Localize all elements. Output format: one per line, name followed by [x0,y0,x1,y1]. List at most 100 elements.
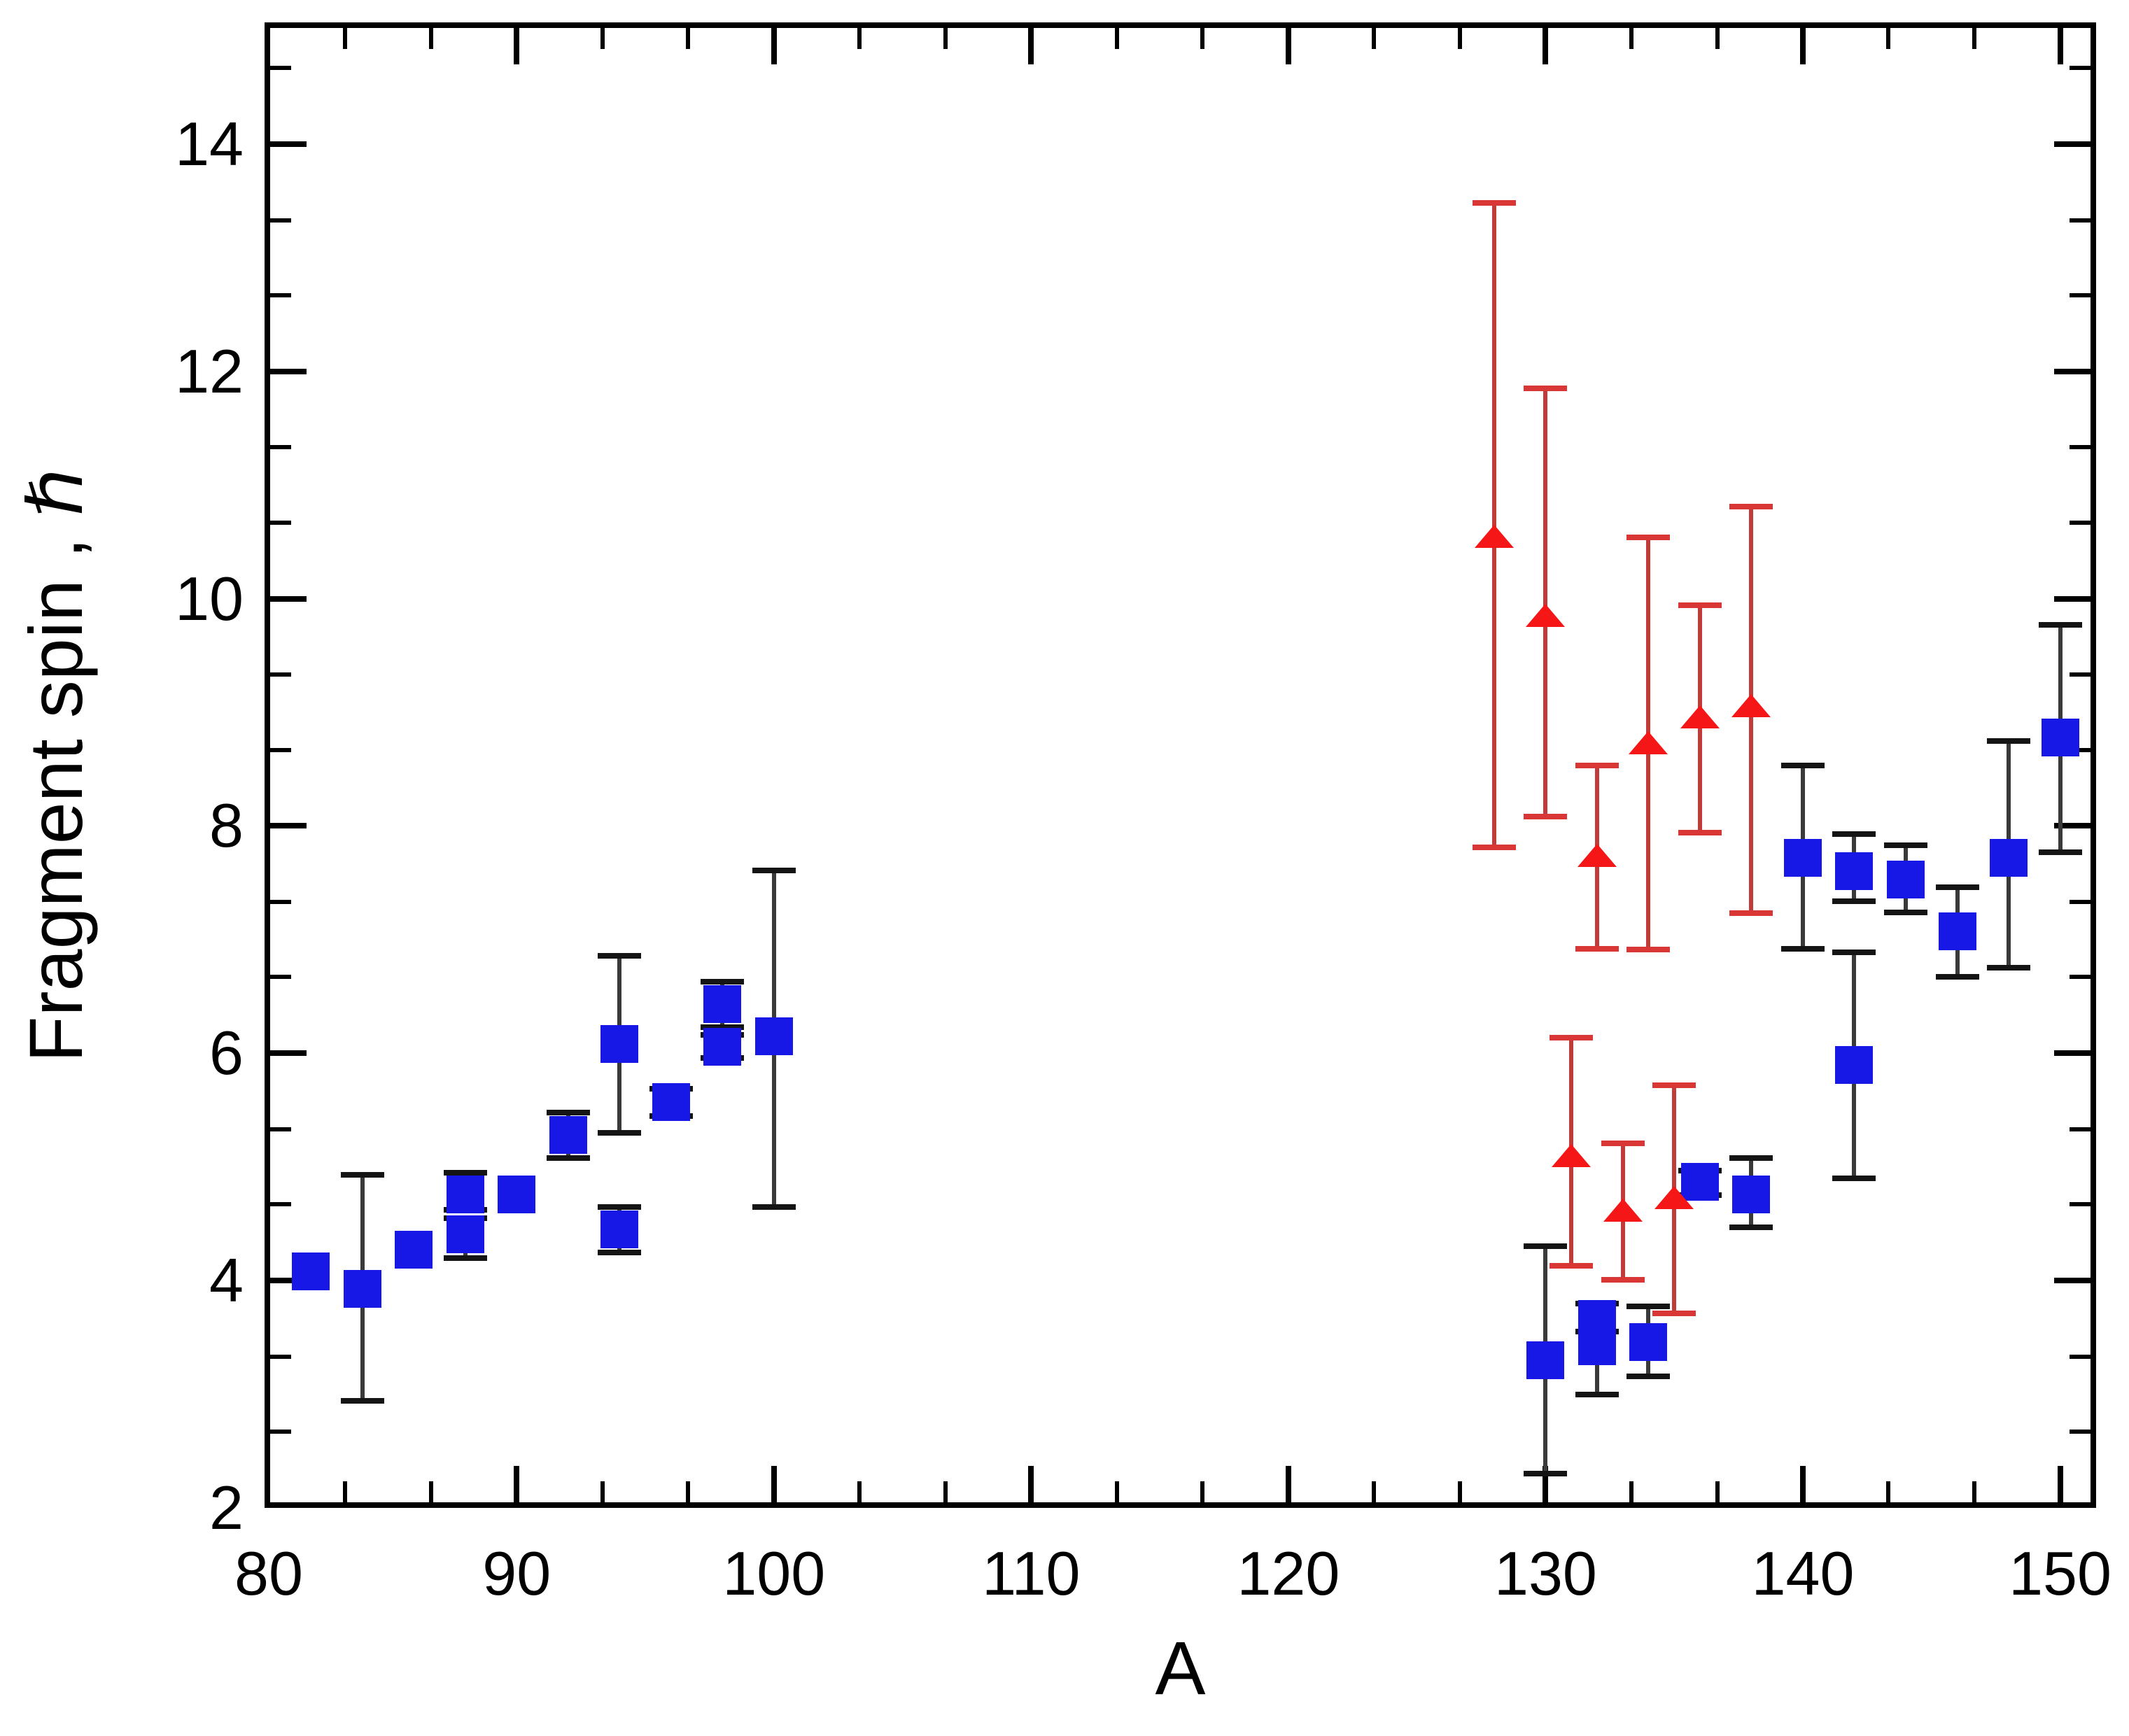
data-point-square [754,1017,793,1055]
heavy-fragment-red-error-cap-bottom [1601,1276,1645,1283]
heavy-fragment-red-error-cap-bottom [1524,814,1568,820]
x-minor-tick-top [1972,28,1977,49]
light-fragment-and-heavy-fragment-blue-error-cap-top [546,1109,590,1115]
heavy-fragment-red-error-cap-top [1550,1034,1594,1040]
data-point-square [1990,838,2028,877]
heavy-fragment-red-error-cap-top [1601,1140,1645,1146]
data-point-triangle [1731,693,1771,717]
x-minor-tick-top [600,28,605,49]
light-fragment-and-heavy-fragment-blue-error-cap-bottom [1884,909,1927,915]
heavy-fragment-red-error-cap-top [1575,763,1619,769]
light-fragment-and-heavy-fragment-blue-error-cap-top [598,1204,642,1210]
data-point-triangle [1577,844,1617,868]
y-minor-tick [270,975,291,980]
heavy-fragment-red-error-cap-bottom [1678,830,1722,836]
data-point-triangle [1603,1198,1643,1222]
data-point-square [549,1116,587,1155]
y-minor-tick-right [2070,292,2091,297]
y-major-tick-right [2054,595,2091,602]
y-major-tick-right [2054,1278,2091,1284]
light-fragment-and-heavy-fragment-blue-error-cap-top [1884,842,1927,848]
light-fragment-and-heavy-fragment-blue-error-cap-bottom [1729,1224,1773,1230]
y-minor-tick [270,747,291,752]
heavy-fragment-red-error-cap-top [1524,386,1568,392]
data-point-square [1887,860,1925,898]
x-minor-tick-top [1629,28,1633,49]
y-minor-tick-right [2070,445,2091,450]
x-tick-label: 90 [482,1539,551,1608]
light-fragment-and-heavy-fragment-blue-error-cap-top [1832,949,1876,955]
x-major-tick-top [771,28,777,64]
y-minor-tick-right [2070,218,2091,223]
y-minor-tick-right [2070,1202,2091,1207]
x-axis-label: A [1155,1625,1206,1710]
light-fragment-and-heavy-fragment-blue-error-cap-top [1832,831,1876,837]
light-fragment-and-heavy-fragment-blue-error-cap-bottom [1780,945,1825,952]
x-minor-tick-top [1458,28,1463,49]
y-minor-tick [270,1354,291,1359]
data-point-square [2041,718,2079,756]
x-major-tick-top [514,28,520,64]
y-minor-tick [270,1202,291,1207]
y-major-tick [270,1050,307,1057]
data-point-square [1578,1327,1616,1366]
y-minor-tick [270,292,291,297]
y-major-tick-right [2054,141,2091,147]
data-point-triangle [1629,731,1668,755]
data-point-triangle [1526,604,1566,628]
y-major-tick [270,1278,307,1284]
light-fragment-and-heavy-fragment-blue-error-cap-bottom [701,1024,745,1030]
x-tick-label: 140 [1751,1539,1855,1608]
light-fragment-and-heavy-fragment-blue-error-cap-top [1524,1243,1568,1250]
x-minor-tick [686,1481,691,1502]
x-major-tick-top [1028,28,1034,64]
x-minor-tick-top [1715,28,1720,49]
y-tick-label: 10 [175,563,244,633]
light-fragment-and-heavy-fragment-blue-error-cap-bottom [1987,965,2031,971]
y-minor-tick-right [2070,1430,2091,1434]
heavy-fragment-red-error-cap-bottom [1472,845,1516,851]
data-point-square [292,1252,330,1291]
x-minor-tick [1715,1481,1720,1502]
y-minor-tick-right [2070,520,2091,525]
y-minor-tick [270,65,291,70]
data-point-square [446,1175,484,1213]
light-fragment-and-heavy-fragment-blue-error-cap-bottom [1575,1391,1619,1397]
x-minor-tick-top [1114,28,1119,49]
light-fragment-and-heavy-fragment-blue-error-cap-bottom [546,1155,590,1161]
data-point-square [446,1215,484,1253]
data-point-square [652,1083,690,1122]
x-minor-tick [857,1481,862,1502]
light-fragment-and-heavy-fragment-blue-error-cap-bottom [752,1204,796,1210]
heavy-fragment-red-error-cap-top [1678,602,1722,609]
light-fragment-and-heavy-fragment-blue-error-cap-top [2038,621,2082,628]
y-minor-tick-right [2070,1354,2091,1359]
y-tick-label: 6 [209,1018,244,1088]
y-major-tick-right [2054,368,2091,374]
light-fragment-and-heavy-fragment-blue-error-cap-top [1987,738,2031,744]
y-major-tick-right [2054,823,2091,829]
data-point-square [395,1231,433,1269]
y-minor-tick-right [2070,1127,2091,1132]
y-minor-tick-right [2070,975,2091,980]
x-minor-tick [1886,1481,1891,1502]
x-minor-tick [343,1481,348,1502]
y-major-tick [270,368,307,374]
data-point-square [343,1269,381,1308]
x-minor-tick [943,1481,948,1502]
heavy-fragment-red-error-cap-top [1472,200,1516,206]
x-minor-tick [1200,1481,1205,1502]
x-tick-label: 110 [982,1539,1081,1608]
x-minor-tick-top [686,28,691,49]
light-fragment-and-heavy-fragment-blue-error-cap-bottom [340,1398,384,1404]
data-point-square [703,1027,742,1066]
y-major-tick [270,141,307,147]
y-minor-tick [270,218,291,223]
light-fragment-and-heavy-fragment-blue-error-cap-bottom [1832,898,1876,904]
y-minor-tick-right [2070,747,2091,752]
y-major-tick [270,823,307,829]
y-tick-label: 12 [175,336,244,406]
x-major-tick [1543,1466,1549,1502]
y-tick-label: 4 [209,1245,244,1315]
